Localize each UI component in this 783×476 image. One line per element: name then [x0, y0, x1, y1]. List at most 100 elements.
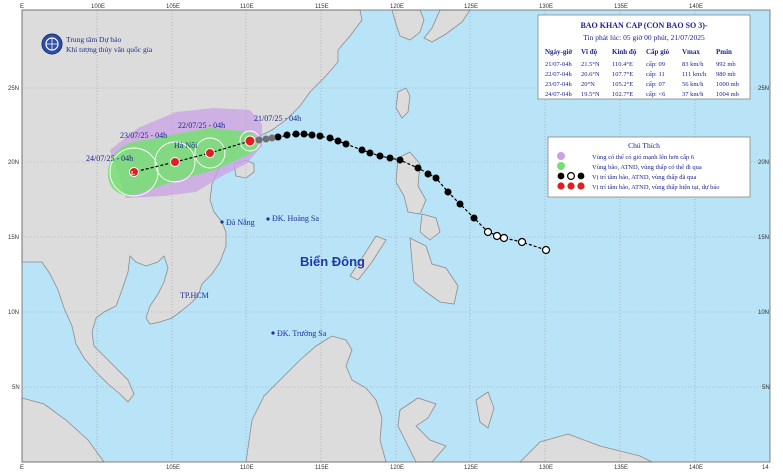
green-zone-swatch: [557, 162, 565, 170]
tphcm-label: TP.HCM: [180, 291, 209, 300]
hanoi-label: Hà Nội: [174, 141, 198, 150]
forecast-label-24: 24/07/25 - 04h: [86, 154, 133, 163]
cell: 24/07-04h: [545, 91, 572, 98]
col-header: Vĩ độ: [581, 48, 598, 56]
past-storm-marker: [470, 214, 478, 222]
lat-label: 20N: [8, 160, 19, 166]
col-header: Cấp gió: [646, 48, 670, 56]
cell: 21/07-04h: [545, 61, 572, 68]
lon-label: E: [20, 465, 24, 471]
borneo-island: [245, 335, 387, 463]
lon-label: 140E: [689, 4, 703, 10]
cell: 21.5°N: [581, 61, 600, 68]
past-low-marker: [517, 237, 527, 247]
lon-label: 110E: [240, 465, 254, 471]
da-nang-dot: [220, 220, 224, 224]
lat-label: 5N: [762, 385, 770, 391]
past-storm-marker: [414, 164, 422, 172]
lon-label: 120E: [390, 4, 404, 10]
lat-label: 10N: [758, 310, 769, 316]
col-header: Kinh độ: [612, 48, 637, 56]
lon-label: 115E: [315, 465, 329, 471]
bulletin-row: 24/07-04h 19.5°N 102.7°E cấp: <6 37 km/h…: [545, 91, 739, 98]
lat-label: 15N: [758, 235, 769, 241]
past-storm-marker: [255, 136, 263, 144]
past-storm-marker: [326, 134, 334, 142]
place-markers: Đà Nẵng ĐK. Hoàng Sa TP.HCM ĐK. Trường S…: [174, 141, 365, 338]
da-nang-label: Đà Nẵng: [226, 218, 255, 227]
halmahera-island: [475, 391, 495, 429]
purple-zone-swatch: [557, 152, 565, 160]
past-low-marker: [492, 231, 502, 241]
forecast-labels: 21/07/25 - 04h 22/07/25 - 04h 23/07/25 -…: [86, 114, 301, 163]
past-storm-marker: [342, 140, 350, 148]
lon-labels-top: E 100E 105E 110E 115E 120E 125E 130E 135…: [20, 4, 703, 10]
cell: 980 mb: [716, 71, 736, 78]
legend-item: Vị trí tâm bão, ATND, vùng thấp đã qua: [592, 174, 696, 181]
lon-labels-bottom: E 105E 110E 115E 120E 125E 130E 135E 140…: [20, 465, 769, 471]
lon-label: 130E: [539, 4, 553, 10]
lon-label: 100E: [91, 4, 105, 10]
forecast-track-zone: [107, 128, 258, 196]
forecast-storm-icon: [205, 148, 215, 158]
lon-label: 125E: [464, 465, 478, 471]
bulletin-title: BAO KHAN CAP (CON BAO SO 3)-: [580, 21, 707, 30]
cell: 19.5°N: [581, 91, 600, 98]
forecast-label-22: 22/07/25 - 04h: [178, 121, 225, 130]
lon-label: 120E: [390, 465, 404, 471]
past-storm-marker: [292, 130, 300, 138]
forecast-track-line: [133, 140, 251, 173]
bulletin-header-row: Ngày-giờ Vĩ độ Kinh độ Cấp gió Vmax Pmin: [545, 48, 732, 56]
lon-label: 105E: [166, 4, 180, 10]
lat-labels-left: 25N 20N 15N 10N 5N: [8, 86, 20, 391]
korea-peninsula: [391, 9, 425, 41]
lon-label: 115E: [315, 4, 329, 10]
lat-label: 10N: [8, 310, 19, 316]
past-storm-marker: [316, 132, 324, 140]
past-positions: [255, 130, 551, 255]
lon-label: 130E: [539, 465, 553, 471]
current-storm-legend-icon: [557, 182, 565, 190]
cell: 992 mb: [716, 61, 736, 68]
col-header: Ngày-giờ: [545, 48, 572, 56]
lon-label: 140E: [689, 465, 703, 471]
legend-title: Chú Thích: [628, 141, 660, 150]
past-storm-marker: [424, 170, 432, 178]
bulletin-row: 23/07-04h 20°N 105.2°E cấp: 07 56 km/h 1…: [545, 81, 739, 88]
sulawesi-island: [397, 397, 447, 463]
cell: 20°N: [581, 81, 595, 88]
lon-label: 125E: [464, 4, 478, 10]
past-storm-marker: [396, 156, 404, 164]
hoang-sa-label: ĐK. Hoàng Sa: [272, 214, 319, 223]
past-storm-marker: [274, 133, 282, 141]
cell: cấp: 07: [646, 81, 666, 88]
past-storm-marker: [308, 131, 316, 139]
legend-item: Vị trí tâm bão, ATND, vùng thấp hiện tại…: [592, 184, 720, 191]
past-storm-marker: [444, 188, 452, 196]
cell: 37 km/h: [682, 91, 704, 98]
cell: 102.7°E: [612, 91, 633, 98]
legend-box: Chú Thích Vùng có thể có gió mạnh lên hơ…: [547, 136, 751, 198]
past-storm-marker: [268, 134, 276, 142]
cell: 105.2°E: [612, 81, 633, 88]
current-depression-legend-icon: [567, 182, 575, 190]
lat-label: 25N: [758, 86, 769, 92]
lon-label: 135E: [614, 4, 628, 10]
bulletin-subtitle: Tin phát lúc: 05 giờ 00 phút, 21/07/2025: [583, 33, 705, 42]
bulletin-row: 21/07-04h 21.5°N 110.4°E cấp: 09 83 km/h…: [545, 61, 736, 68]
past-storm-marker: [300, 130, 308, 138]
japan-islands: [423, 9, 471, 43]
nchmf-logo: Trung tâm Dự báo Khí tượng thủy văn quốc…: [41, 33, 153, 55]
bulletin-box: BAO KHAN CAP (CON BAO SO 3)- Tin phát lú…: [537, 14, 751, 100]
cell: cấp: 09: [646, 61, 665, 68]
past-storm-marker: [376, 152, 384, 160]
past-storm-marker: [386, 154, 394, 162]
lat-label: 5N: [12, 385, 20, 391]
cell: 20.6°N: [581, 71, 600, 78]
bulletin-background: [537, 14, 751, 100]
lon-label: 14: [762, 465, 769, 471]
hoang-sa-dot: [266, 217, 270, 221]
legend-item: Vùng có thể có gió mạnh lên hơn cấp 6: [592, 154, 695, 161]
